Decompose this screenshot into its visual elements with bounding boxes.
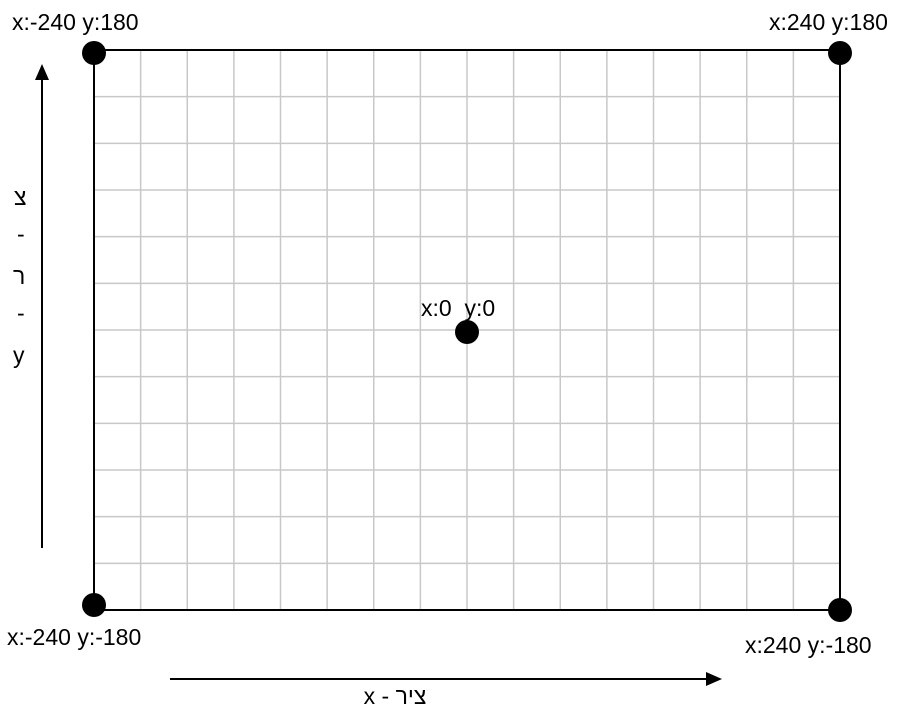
point-bottom-left-label: x:-240 y:-180 bbox=[7, 624, 141, 650]
stage-border bbox=[93, 49, 841, 611]
y-axis-char-4: y bbox=[13, 342, 25, 368]
y-axis-char-2: ר bbox=[13, 263, 25, 289]
x-axis-label: ציר - x bbox=[364, 683, 427, 709]
point-top-right-dot bbox=[828, 41, 852, 65]
point-top-left-dot bbox=[82, 41, 106, 65]
y-axis-char-0: צ bbox=[14, 184, 27, 210]
point-center-label: x:0 y:0 bbox=[421, 295, 495, 321]
y-axis-char-1: - bbox=[17, 221, 25, 247]
y-axis-char-3: - bbox=[17, 300, 25, 326]
point-top-left-label: x:-240 y:180 bbox=[12, 9, 139, 35]
point-bottom-left-dot bbox=[82, 593, 106, 617]
y-axis-arrow bbox=[35, 64, 49, 548]
point-bottom-right-label: x:240 y:-180 bbox=[745, 632, 872, 658]
grid-lines bbox=[94, 50, 840, 610]
x-axis-arrow bbox=[170, 672, 722, 686]
point-center-dot bbox=[455, 320, 479, 344]
point-bottom-right-dot bbox=[828, 598, 852, 622]
point-top-right-label: x:240 y:180 bbox=[769, 9, 888, 35]
